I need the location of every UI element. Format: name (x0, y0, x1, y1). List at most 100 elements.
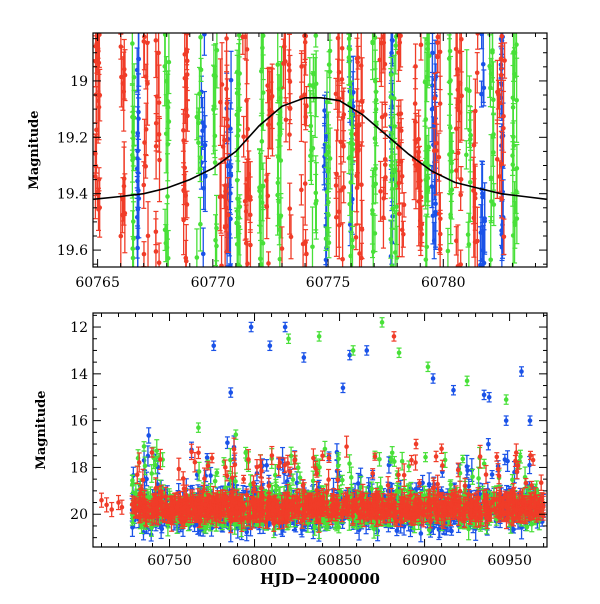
red-point (359, 63, 364, 68)
red-point (383, 162, 388, 167)
red-point (495, 90, 500, 95)
red-point (340, 46, 345, 51)
red-point (280, 246, 285, 251)
red-point (218, 100, 223, 105)
green-point (489, 72, 494, 77)
blue-point (419, 531, 424, 536)
red-point (497, 174, 502, 179)
red-point (396, 112, 401, 117)
red-point (304, 252, 309, 257)
green-point (374, 98, 379, 103)
red-point (181, 218, 186, 223)
green-point (349, 141, 354, 146)
green-point (130, 158, 135, 163)
red-point (222, 138, 227, 143)
green-point (166, 105, 171, 110)
green-point (278, 158, 283, 163)
red-point (454, 168, 459, 173)
green-point (489, 199, 494, 204)
green-point (212, 73, 217, 78)
green-point (132, 75, 137, 80)
red-point (415, 168, 420, 173)
red-point (141, 183, 146, 188)
green-point (198, 35, 203, 40)
green-point (163, 228, 168, 233)
red-point (145, 41, 150, 46)
red-point (266, 261, 271, 266)
red-point (181, 128, 186, 133)
red-point (303, 181, 308, 186)
red-point (224, 36, 229, 41)
blue-point (499, 228, 504, 233)
red-point (457, 99, 462, 104)
y-tick-label: 19.4 (57, 187, 88, 203)
green-point (393, 250, 398, 255)
blue-point (264, 463, 269, 468)
green-point (467, 242, 472, 247)
green-point (195, 255, 200, 260)
red-point (381, 215, 386, 220)
green-point (313, 191, 318, 196)
red-point (266, 122, 271, 127)
red-point (183, 256, 188, 261)
red-point (502, 234, 507, 239)
green-point (424, 257, 429, 262)
green-point (310, 244, 315, 249)
green-point (131, 219, 136, 224)
red-point (379, 41, 384, 46)
red-point (495, 157, 500, 162)
green-point (447, 56, 452, 61)
red-point (157, 158, 162, 163)
red-point (360, 100, 365, 105)
red-point (458, 262, 463, 267)
green-point (198, 222, 203, 227)
red-point (459, 37, 464, 42)
red-point (142, 252, 147, 257)
green-point (132, 115, 137, 120)
red-point (435, 55, 440, 60)
blue-point (200, 128, 205, 133)
green-point (490, 48, 495, 53)
green-point (425, 37, 430, 42)
red-point (241, 134, 246, 139)
red-point (144, 74, 149, 79)
green-point (373, 136, 378, 141)
green-point (276, 181, 281, 186)
red-point (284, 117, 289, 122)
red-point (500, 34, 505, 39)
blue-point (136, 57, 141, 62)
blue-point (427, 482, 432, 487)
red-point (414, 140, 419, 145)
green-point (424, 245, 429, 250)
green-point (511, 105, 516, 110)
red-point (289, 235, 294, 240)
red-point (356, 148, 361, 153)
green-point (448, 125, 453, 130)
red-point (334, 92, 339, 97)
red-point (340, 77, 345, 82)
red-point (248, 243, 253, 248)
red-point (340, 257, 345, 262)
green-point (237, 224, 242, 229)
blue-point (228, 165, 233, 170)
red-point (436, 35, 441, 40)
x-tick-label: 60765 (75, 275, 120, 291)
green-point (491, 150, 496, 155)
y-tick-label: 19.6 (57, 243, 88, 259)
green-point (261, 241, 266, 246)
green-point (260, 46, 265, 51)
red-point (454, 47, 459, 52)
full-panel-data (99, 318, 546, 542)
y-tick-label: 19 (70, 74, 88, 90)
red-point (473, 192, 478, 197)
green-point (370, 208, 375, 213)
green-point (313, 33, 318, 38)
green-point (393, 43, 398, 48)
red-point (419, 226, 424, 231)
red-point (475, 70, 480, 75)
green-point (328, 49, 333, 54)
y-tick-label: 19.2 (57, 130, 88, 146)
